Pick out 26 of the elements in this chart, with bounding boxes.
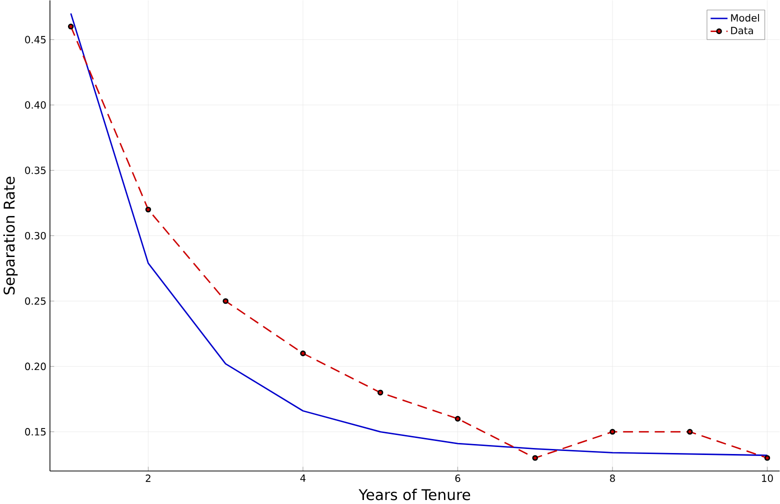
point: [686, 429, 693, 435]
point: [300, 350, 306, 356]
point: [68, 24, 74, 30]
point: [532, 455, 538, 462]
legend-label: Model: [731, 14, 759, 22]
y-tick-label: 0.15: [25, 428, 46, 436]
point: [377, 390, 384, 396]
y-tick-label: 0.45: [25, 36, 46, 44]
point: [764, 455, 770, 462]
y-tick-label: 0.25: [25, 298, 46, 306]
x-tick-label: 6: [455, 474, 460, 482]
x-tick-label: 8: [610, 474, 615, 482]
y-axis-title: Separation Rate: [3, 177, 18, 295]
y-tick-label: 0.35: [25, 166, 46, 174]
y-tick-label: 0.20: [25, 362, 46, 370]
x-tick-label: 4: [300, 474, 306, 482]
point: [222, 298, 228, 304]
x-tick-label: 2: [146, 474, 150, 482]
y-tick-label: 0.40: [25, 101, 46, 109]
point: [145, 206, 152, 213]
x-tick-label: 10: [762, 474, 773, 482]
y-tick-label: 0.30: [25, 232, 46, 240]
point: [610, 429, 616, 435]
x-axis-title: Years of Tenure: [358, 489, 470, 500]
point: [454, 416, 461, 422]
legend-label: Data: [731, 27, 753, 34]
